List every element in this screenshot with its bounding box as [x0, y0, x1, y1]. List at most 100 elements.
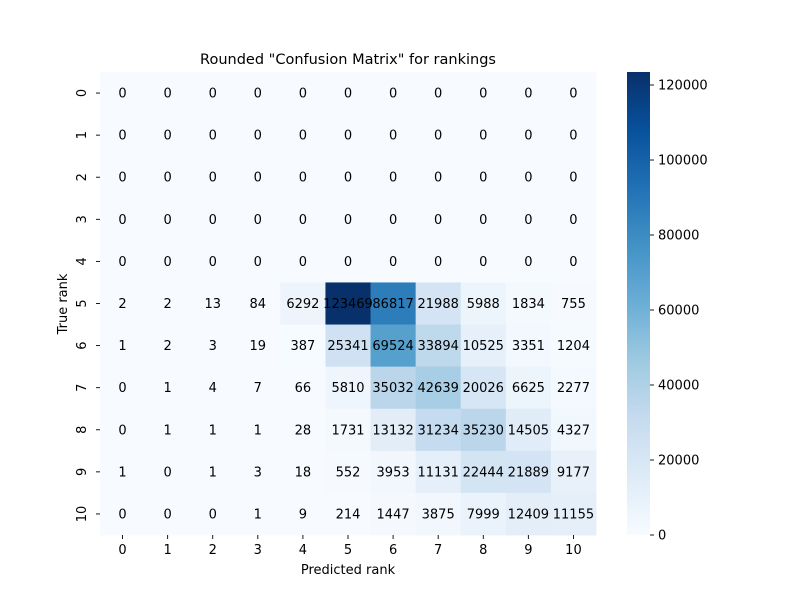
- heatmap-cell: [235, 450, 281, 494]
- cell-value-label: 0: [569, 213, 577, 228]
- x-tick-label: 0: [118, 543, 126, 558]
- cell-value-label: 0: [344, 129, 352, 144]
- cell-value-label: 552: [336, 465, 361, 480]
- heatmap-cell: [325, 240, 371, 283]
- heatmap-cell: [505, 492, 552, 536]
- heatmap-cell: [550, 240, 597, 283]
- cell-value-label: 25341: [327, 339, 368, 354]
- cell-value-label: 0: [569, 171, 577, 186]
- heatmap-cell: [415, 72, 462, 115]
- heatmap-cell: [145, 366, 191, 410]
- heatmap-cell: [460, 114, 507, 157]
- heatmap-cell: [370, 408, 417, 452]
- cell-value-label: 2277: [557, 381, 590, 396]
- cell-value-label: 0: [118, 129, 126, 144]
- heatmap-cell: [325, 156, 371, 199]
- heatmap-cell: [100, 366, 146, 410]
- heatmap-cell: [550, 450, 597, 494]
- heatmap-cell: [550, 114, 597, 157]
- cell-value-label: 0: [524, 255, 532, 270]
- heatmap-cell: [190, 240, 236, 283]
- heatmap-cell: [460, 450, 507, 494]
- heatmap-cell: [280, 408, 326, 452]
- cell-value-label: 21988: [418, 297, 459, 312]
- cell-value-label: 0: [163, 507, 171, 522]
- colorbar-tick-label: 60000: [658, 304, 699, 319]
- cell-value-label: 66: [295, 381, 312, 396]
- x-tick-label: 3: [254, 543, 262, 558]
- heatmap-cell: [505, 240, 552, 283]
- y-tick-label: 4: [75, 257, 90, 265]
- y-tick-label: 6: [75, 341, 90, 349]
- heatmap-cell: [550, 408, 597, 452]
- cell-value-label: 0: [299, 87, 307, 102]
- heatmap-cell: [460, 492, 507, 536]
- heatmap-cell: [550, 366, 597, 410]
- x-tick-label: 1: [163, 543, 171, 558]
- heatmap-cell: [550, 156, 597, 199]
- heatmap-cell: [190, 450, 236, 494]
- heatmap-cell: [280, 366, 326, 410]
- heatmap-cell: [325, 324, 371, 368]
- cell-value-label: 0: [209, 213, 217, 228]
- cell-value-label: 0: [163, 171, 171, 186]
- cell-value-label: 0: [569, 87, 577, 102]
- heatmap-cell: [550, 198, 597, 241]
- cell-value-label: 0: [118, 423, 126, 438]
- heatmap-cell: [145, 324, 191, 368]
- cell-value-label: 31234: [418, 423, 459, 438]
- cell-value-label: 0: [524, 213, 532, 228]
- cell-value-label: 214: [336, 507, 361, 522]
- heatmap-cell: [460, 324, 507, 368]
- cell-value-label: 1: [163, 423, 171, 438]
- heatmap-cell: [100, 156, 146, 199]
- colorbar-tick-label: 80000: [658, 229, 699, 244]
- cell-value-label: 21889: [508, 465, 549, 480]
- heatmap-cell: [235, 72, 281, 115]
- cell-value-label: 1: [254, 423, 262, 438]
- cell-value-label: 0: [209, 255, 217, 270]
- heatmap-cell: [325, 114, 371, 157]
- heatmap-cell: [505, 156, 552, 199]
- cell-value-label: 7: [254, 381, 262, 396]
- heatmap-cell: [415, 450, 462, 494]
- heatmap-cell: [100, 198, 146, 241]
- y-tick-label: 7: [75, 384, 90, 392]
- heatmap-cell: [370, 492, 417, 536]
- heatmap-cell: [145, 282, 191, 325]
- heatmap-cell-labels: 0 0 0 0 0 0 0 0 0 0 0 0 0 0 0 0 0 0 0 0 0 0 0 0 0 0 0 0 0 0 0 0 0 0 0 0 0 0 0 0…: [118, 87, 594, 523]
- cell-value-label: 2: [163, 339, 171, 354]
- cell-value-label: 0: [118, 507, 126, 522]
- y-tick-label: 5: [75, 299, 90, 307]
- heatmap-cell: [370, 114, 417, 157]
- cell-value-label: 0: [254, 213, 262, 228]
- heatmap-cell: [550, 492, 597, 536]
- heatmap-cell: [145, 156, 191, 199]
- cell-value-label: 0: [254, 129, 262, 144]
- x-tick-label: 6: [389, 543, 397, 558]
- heatmap-cell: [460, 408, 507, 452]
- cell-value-label: 0: [524, 129, 532, 144]
- cell-value-label: 0: [254, 255, 262, 270]
- heatmap-cell: [325, 282, 371, 325]
- heatmap-cell: [235, 492, 281, 536]
- heatmap-cell: [415, 156, 462, 199]
- heatmap-cell: [145, 198, 191, 241]
- heatmap-cell: [460, 72, 507, 115]
- cell-value-label: 1: [163, 381, 171, 396]
- cell-value-label: 0: [118, 381, 126, 396]
- heatmap-cell: [280, 198, 326, 241]
- y-axis-ticks: 0 1 2 3 4 5 6 7 8 9 10: [75, 89, 100, 522]
- cell-value-label: 4: [209, 381, 217, 396]
- heatmap-cell: [325, 408, 371, 452]
- heatmap-cell: [190, 114, 236, 157]
- cell-value-label: 14505: [508, 423, 549, 438]
- heatmap-cell: [145, 72, 191, 115]
- heatmap-cell: [280, 156, 326, 199]
- cell-value-label: 0: [389, 255, 397, 270]
- heatmap-cell: [100, 114, 146, 157]
- cell-value-label: 13132: [372, 423, 413, 438]
- cell-value-label: 35032: [372, 381, 413, 396]
- heatmap-cell: [280, 72, 326, 115]
- cell-value-label: 69524: [372, 339, 413, 354]
